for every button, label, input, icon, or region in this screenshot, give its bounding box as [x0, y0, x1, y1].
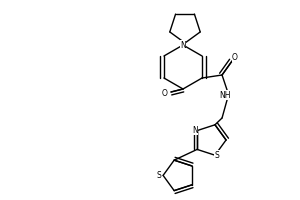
Text: S: S: [157, 171, 161, 180]
Text: O: O: [162, 90, 168, 98]
Text: N: N: [192, 126, 198, 135]
Text: S: S: [214, 151, 219, 160]
Text: N: N: [180, 40, 186, 49]
Text: O: O: [232, 52, 238, 62]
Text: NH: NH: [219, 90, 231, 100]
